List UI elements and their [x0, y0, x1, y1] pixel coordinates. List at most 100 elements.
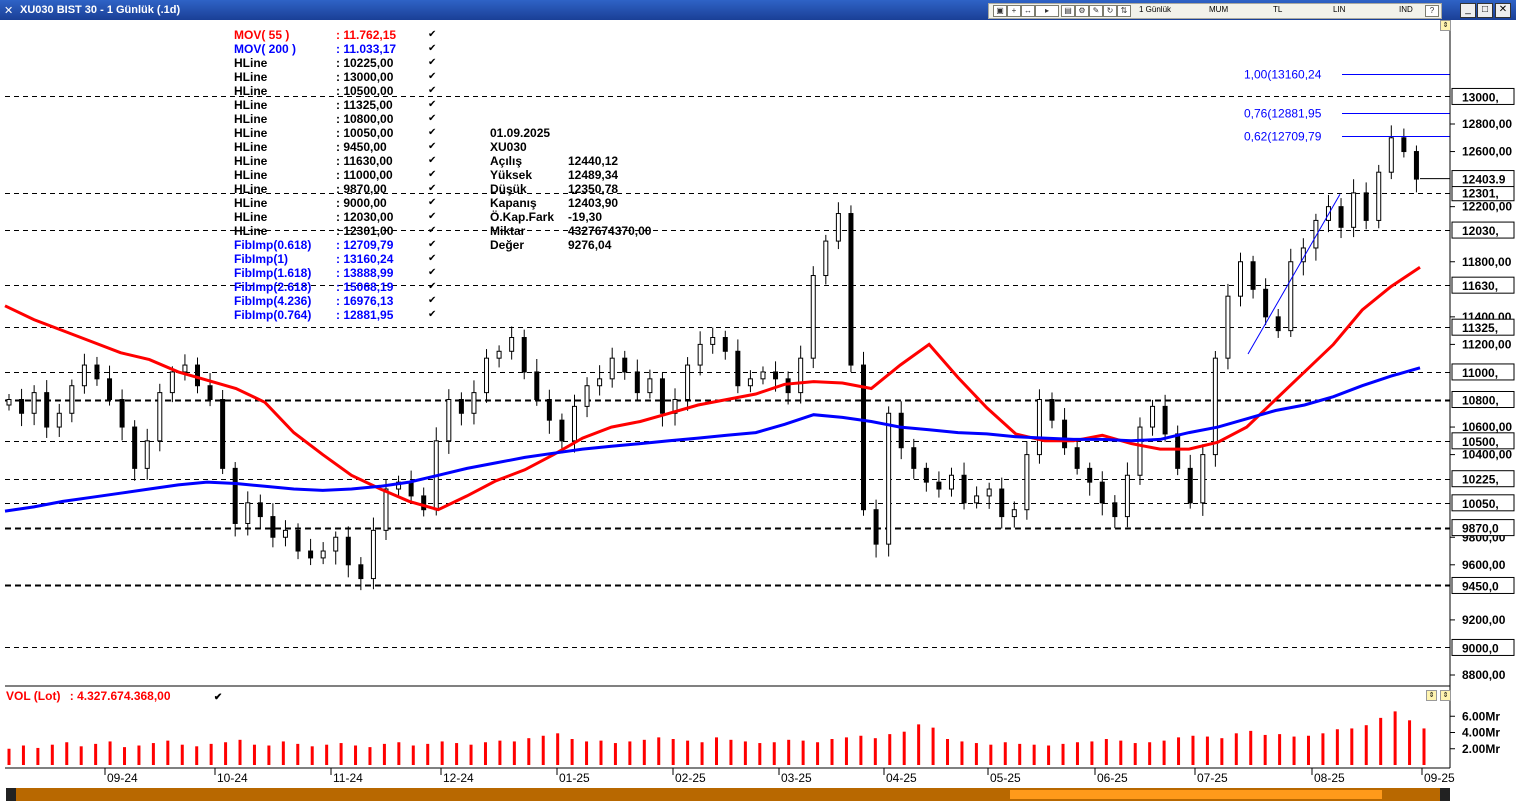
volume-bar-17 [252, 744, 256, 765]
indicator-check-icon[interactable]: ✔ [428, 309, 437, 320]
sync-icon[interactable]: ⇅ [1117, 5, 1131, 17]
candle-68 [861, 364, 867, 511]
volume-bar-65 [946, 739, 950, 765]
candle-86 [1087, 467, 1093, 483]
indicator-check-icon[interactable]: ✔ [428, 127, 437, 138]
candle-33 [421, 495, 427, 511]
indicator-check-icon[interactable]: ✔ [428, 29, 437, 40]
volume-bar-68 [989, 744, 993, 765]
volume-bar-82 [1191, 735, 1195, 765]
candle-76 [961, 474, 967, 504]
indicator-name-16: FibImp(1) [234, 252, 288, 266]
ohlc-value-6: 9276,04 [568, 238, 612, 252]
candle-56 [710, 337, 716, 345]
indicator-value-5: : 11325,00 [336, 98, 393, 112]
price-chart[interactable]: 1,00(13160,240,76(12881,950,62(12709,79 … [0, 20, 1516, 788]
indicator-check-icon[interactable]: ✔ [428, 267, 437, 278]
candle-84 [1062, 419, 1068, 449]
volume-bar-71 [1032, 744, 1036, 765]
volume-bar-1 [21, 745, 25, 765]
indicator-check-icon[interactable]: ✔ [428, 169, 437, 180]
indicator-value-15: : 12709,79 [336, 238, 394, 252]
candle-93 [1175, 433, 1181, 469]
indicator-check-icon[interactable]: ✔ [428, 239, 437, 250]
volume-bar-12 [180, 744, 184, 765]
indicator-check-icon[interactable]: ✔ [428, 155, 437, 166]
indicator-check-icon[interactable]: ✔ [428, 225, 437, 236]
volume-bar-36 [527, 738, 531, 765]
indicator-check-icon[interactable]: ✔ [428, 141, 437, 152]
candle-28 [358, 564, 364, 580]
indicator-check-icon[interactable]: ✔ [428, 281, 437, 292]
indicator-check-icon[interactable]: ✔ [428, 197, 437, 208]
indicator-value-3: : 13000,00 [336, 70, 394, 84]
volume-bar-31 [455, 743, 459, 765]
chart-corner-button[interactable]: ⇕ [1440, 20, 1451, 31]
indicator-check-icon[interactable]: ✔ [428, 211, 437, 222]
draw-icon[interactable]: ✎ [1089, 5, 1103, 17]
volume-label-value: : 4.327.674.368,00 [69, 689, 171, 703]
candle-6 [81, 364, 87, 387]
volume-bar-20 [296, 743, 300, 765]
hline-value-8: 10225, [1462, 473, 1499, 487]
ma-line-1 [4, 366, 1421, 513]
forward-icon[interactable]: ▸ [1035, 5, 1059, 17]
toolbar-chart-type[interactable]: MUM [1209, 5, 1229, 14]
toolbar-indicators[interactable]: IND [1399, 5, 1413, 14]
horizontal-scrollbar[interactable] [6, 788, 1450, 801]
scroll-thumb[interactable] [1010, 790, 1382, 799]
candle-64 [810, 275, 816, 359]
scroll-right-button[interactable] [1440, 788, 1450, 801]
hline-box-6 [1451, 391, 1515, 408]
refresh-icon[interactable]: ↻ [1103, 5, 1117, 17]
candle-26 [333, 536, 339, 552]
candle-47 [597, 378, 603, 387]
candle-2 [31, 392, 37, 414]
crosshair-icon[interactable]: + [1007, 5, 1021, 17]
indicator-check-icon[interactable]: ✔ [428, 113, 437, 124]
volume-corner-button-a[interactable]: ⇕ [1426, 690, 1437, 701]
candle-90 [1137, 426, 1143, 476]
ohlc-label-6: Değer [490, 238, 525, 252]
candle-109 [1376, 171, 1382, 221]
minimize-button[interactable]: _ [1460, 3, 1476, 18]
y-tick-label-4: 10400,00 [1462, 448, 1512, 462]
indicator-check-icon[interactable]: ✔ [428, 71, 437, 82]
close-window-button[interactable]: ✕ [1495, 3, 1511, 18]
indicator-value-1: : 11.033,17 [336, 42, 397, 56]
indicator-check-icon[interactable]: ✔ [428, 183, 437, 194]
indicator-name-6: HLine [234, 112, 268, 126]
settings-icon[interactable]: ⚙ [1075, 5, 1089, 17]
volume-label: VOL (Lot) : 4.327.674.368,00 ✔ [6, 689, 222, 703]
indicator-value-0: : 11.762,15 [336, 28, 397, 42]
volume-bar-34 [498, 740, 502, 765]
toolbar-currency[interactable]: TL [1273, 5, 1283, 14]
indicator-check-icon[interactable]: ✔ [428, 43, 437, 54]
volume-bar-97 [1408, 720, 1412, 765]
toolbar-period[interactable]: 1 Günlük [1139, 5, 1172, 14]
volume-bar-27 [397, 742, 401, 765]
toolbar-scale[interactable]: LIN [1333, 5, 1346, 14]
volume-bar-7 [108, 741, 112, 765]
candle-32 [408, 481, 414, 497]
scroll-left-button[interactable] [6, 788, 16, 801]
indicator-check-icon[interactable]: ✔ [428, 295, 437, 306]
volume-corner-button-b[interactable]: ⇕ [1440, 690, 1451, 701]
pan-icon[interactable]: ↔ [1021, 5, 1035, 17]
maximize-button[interactable]: □ [1477, 3, 1493, 18]
volume-bar-30 [440, 741, 444, 765]
indicator-check-icon[interactable]: ✔ [428, 85, 437, 96]
close-icon[interactable]: ✕ [4, 5, 14, 17]
volume-bar-37 [541, 735, 545, 765]
volume-bar-40 [585, 741, 589, 765]
candle-92 [1162, 405, 1168, 435]
indicator-check-icon[interactable]: ✔ [428, 253, 437, 264]
indicator-name-20: FibImp(0.764) [234, 308, 312, 322]
candle-18 [232, 467, 238, 524]
print-icon[interactable]: ▤ [1061, 5, 1075, 17]
help-icon[interactable]: ? [1425, 5, 1439, 17]
volume-bar-0 [7, 748, 11, 765]
zoom-icon[interactable]: ▣ [993, 5, 1007, 17]
indicator-check-icon[interactable]: ✔ [428, 57, 437, 68]
indicator-check-icon[interactable]: ✔ [428, 99, 437, 110]
